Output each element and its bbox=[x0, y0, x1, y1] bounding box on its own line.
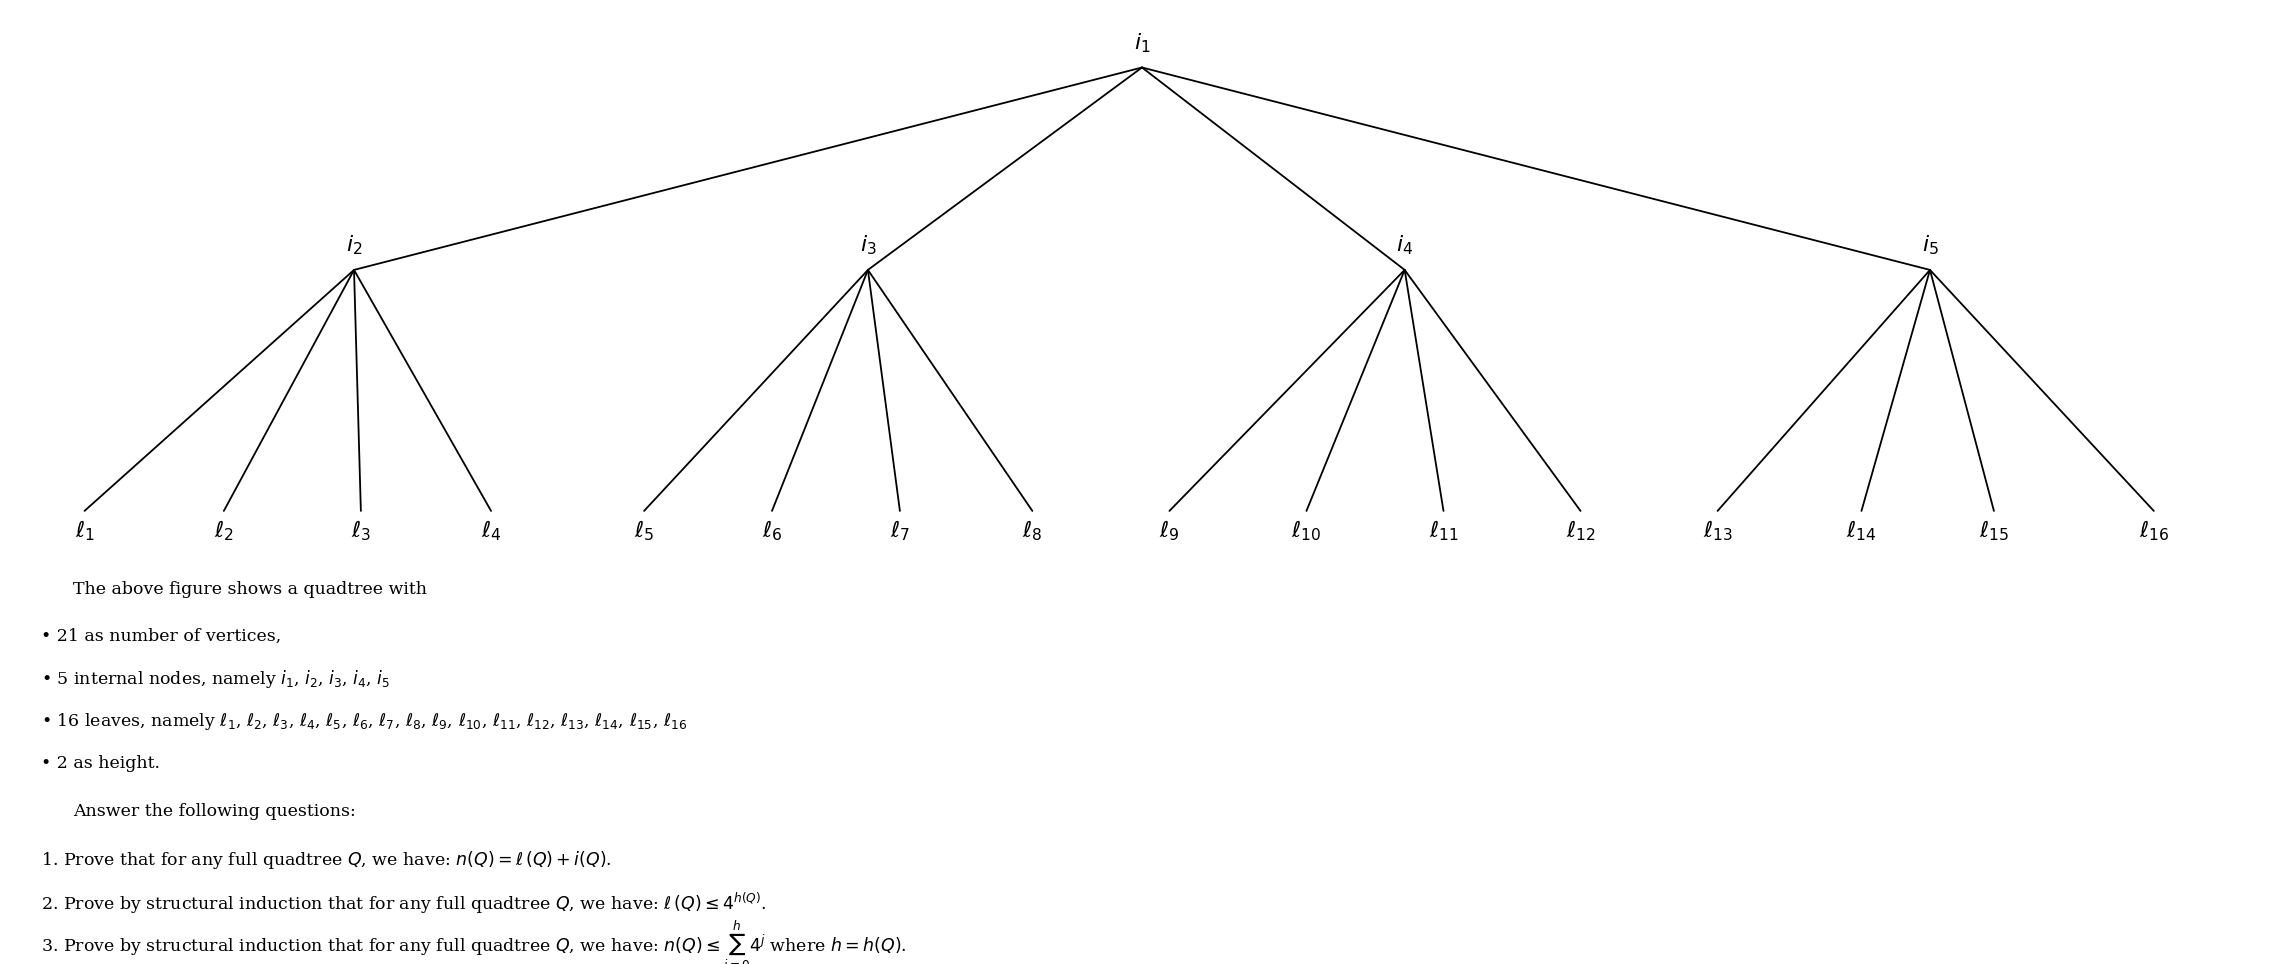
Text: $i_4$: $i_4$ bbox=[1396, 234, 1414, 257]
Text: $\ell_1$: $\ell_1$ bbox=[75, 519, 94, 544]
Text: The above figure shows a quadtree with: The above figure shows a quadtree with bbox=[73, 581, 427, 599]
Text: $\ell_2$: $\ell_2$ bbox=[215, 519, 233, 544]
Text: 3. Prove by structural induction that for any full quadtree $Q$, we have: $n(Q) : 3. Prove by structural induction that fo… bbox=[41, 919, 907, 964]
Text: $\ell_{13}$: $\ell_{13}$ bbox=[1702, 519, 1734, 544]
Text: $i_2$: $i_2$ bbox=[345, 234, 363, 257]
Text: $\ell_{15}$: $\ell_{15}$ bbox=[1978, 519, 2010, 544]
Text: $i_3$: $i_3$ bbox=[859, 234, 877, 257]
Text: $\ell_5$: $\ell_5$ bbox=[635, 519, 653, 544]
Text: • 2 as height.: • 2 as height. bbox=[41, 755, 160, 772]
Text: $\ell_{14}$: $\ell_{14}$ bbox=[1845, 519, 1877, 544]
Text: 1. Prove that for any full quadtree $Q$, we have: $n(Q) = \ell\,(Q) + i(Q)$.: 1. Prove that for any full quadtree $Q$,… bbox=[41, 849, 612, 870]
Text: $\ell_8$: $\ell_8$ bbox=[1023, 519, 1042, 544]
Text: $\ell_3$: $\ell_3$ bbox=[352, 519, 370, 544]
Text: • 16 leaves, namely $\ell_1$, $\ell_2$, $\ell_3$, $\ell_4$, $\ell_5$, $\ell_6$, : • 16 leaves, namely $\ell_1$, $\ell_2$, … bbox=[41, 710, 687, 732]
Text: $\ell_6$: $\ell_6$ bbox=[763, 519, 781, 544]
Text: $\ell_{11}$: $\ell_{11}$ bbox=[1428, 519, 1459, 544]
Text: • 5 internal nodes, namely $i_1$, $i_2$, $i_3$, $i_4$, $i_5$: • 5 internal nodes, namely $i_1$, $i_2$,… bbox=[41, 668, 391, 689]
Text: $\ell_{12}$: $\ell_{12}$ bbox=[1567, 519, 1594, 544]
Text: $i_5$: $i_5$ bbox=[1921, 234, 1939, 257]
Text: $\ell_4$: $\ell_4$ bbox=[482, 519, 500, 544]
Text: • 21 as number of vertices,: • 21 as number of vertices, bbox=[41, 628, 281, 645]
Text: $\ell_7$: $\ell_7$ bbox=[891, 519, 909, 544]
Text: 2. Prove by structural induction that for any full quadtree $Q$, we have: $\ell\: 2. Prove by structural induction that fo… bbox=[41, 891, 767, 916]
Text: Answer the following questions:: Answer the following questions: bbox=[73, 803, 356, 820]
Text: $\ell_{16}$: $\ell_{16}$ bbox=[2138, 519, 2170, 544]
Text: $\ell_9$: $\ell_9$ bbox=[1160, 519, 1179, 544]
Text: $\ell_{10}$: $\ell_{10}$ bbox=[1290, 519, 1322, 544]
Text: $i_1$: $i_1$ bbox=[1133, 32, 1151, 55]
